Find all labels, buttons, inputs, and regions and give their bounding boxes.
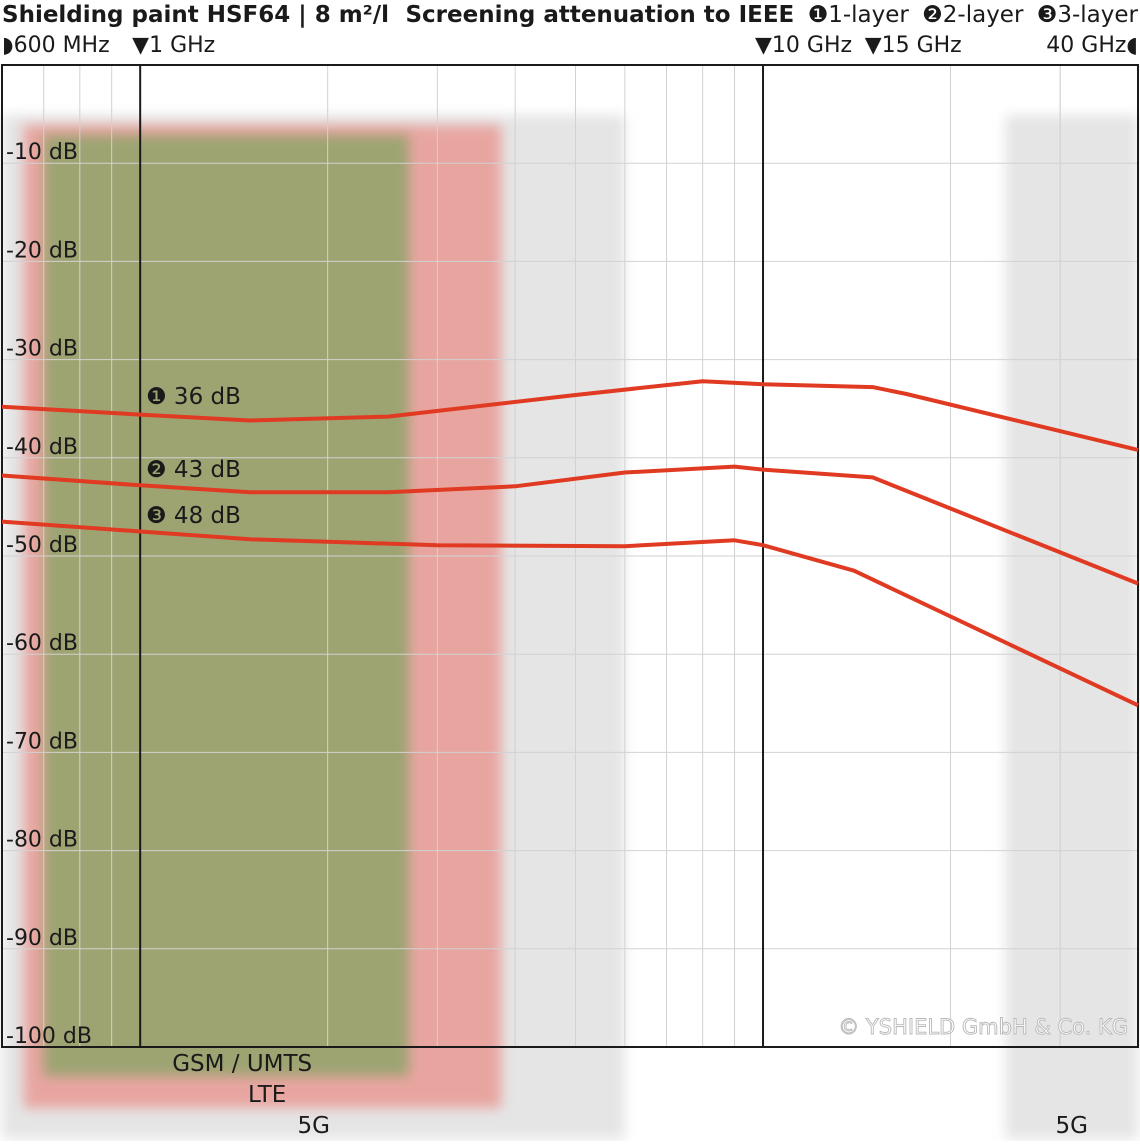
legend-label-2: 2-layer <box>943 2 1024 28</box>
marker-label-4: ▼15 GHz <box>865 33 962 58</box>
y-tick-label-9: -90 dB <box>6 926 78 951</box>
frequency-markers: ◗600 MHz ▼1 GHz ▼10 GHz ▼15 GHz 40 GHz◖ <box>2 33 1138 58</box>
marker-label-5: 40 GHz◖ <box>1046 33 1138 58</box>
marker-label-2: ▼1 GHz <box>132 33 215 58</box>
y-tick-label-7: -70 dB <box>6 729 78 754</box>
copyright-notice: © YSHIELD GmbH & Co. KG <box>838 1015 1128 1039</box>
value-annotation-3: ❸ 48 dB <box>146 503 241 529</box>
legend-badge-1: ❶ <box>808 2 829 28</box>
chart-subtitle: Screening attenuation to IEEE ❶1-layer ❷… <box>405 2 1138 28</box>
y-tick-label-4: -40 dB <box>6 435 78 460</box>
band-label-1: LTE <box>248 1082 286 1108</box>
band-label-3: 5G <box>1055 1113 1087 1139</box>
legend-label-3: 3-layer <box>1057 2 1138 28</box>
y-tick-label-6: -60 dB <box>6 631 78 656</box>
value-annotation-2: ❷ 43 dB <box>146 457 241 483</box>
band-layer: 5G 5G LTE GSM / UMTS <box>2 115 1138 1139</box>
marker-label-1: ◗600 MHz <box>2 33 110 58</box>
y-tick-label-1: -10 dB <box>6 140 78 165</box>
y-tick-label-2: -20 dB <box>6 238 78 263</box>
band-label-0: GSM / UMTS <box>172 1051 312 1077</box>
label-layer: ❶ 36 dB ❷ 43 dB ❸ 48 dB <box>146 384 241 529</box>
value-annotation-1: ❶ 36 dB <box>146 384 241 410</box>
band-0-area <box>44 135 409 1076</box>
band-3-area <box>1005 115 1138 1139</box>
legend-badge-3: ❸ <box>1037 2 1058 28</box>
y-tick-label-10: -100 dB <box>6 1024 92 1049</box>
subtitle-text: Screening attenuation to IEEE <box>405 2 794 28</box>
legend-badge-2: ❷ <box>922 2 943 28</box>
y-tick-label-5: -50 dB <box>6 533 78 558</box>
chart-title: Shielding paint HSF64 | 8 m²/l <box>2 2 389 28</box>
y-tick-label-3: -30 dB <box>6 337 78 362</box>
legend-label-1: 1-layer <box>828 2 909 28</box>
y-tick-label-8: -80 dB <box>6 828 78 853</box>
marker-label-3: ▼10 GHz <box>755 33 852 58</box>
band-label-2: 5G <box>298 1113 330 1139</box>
